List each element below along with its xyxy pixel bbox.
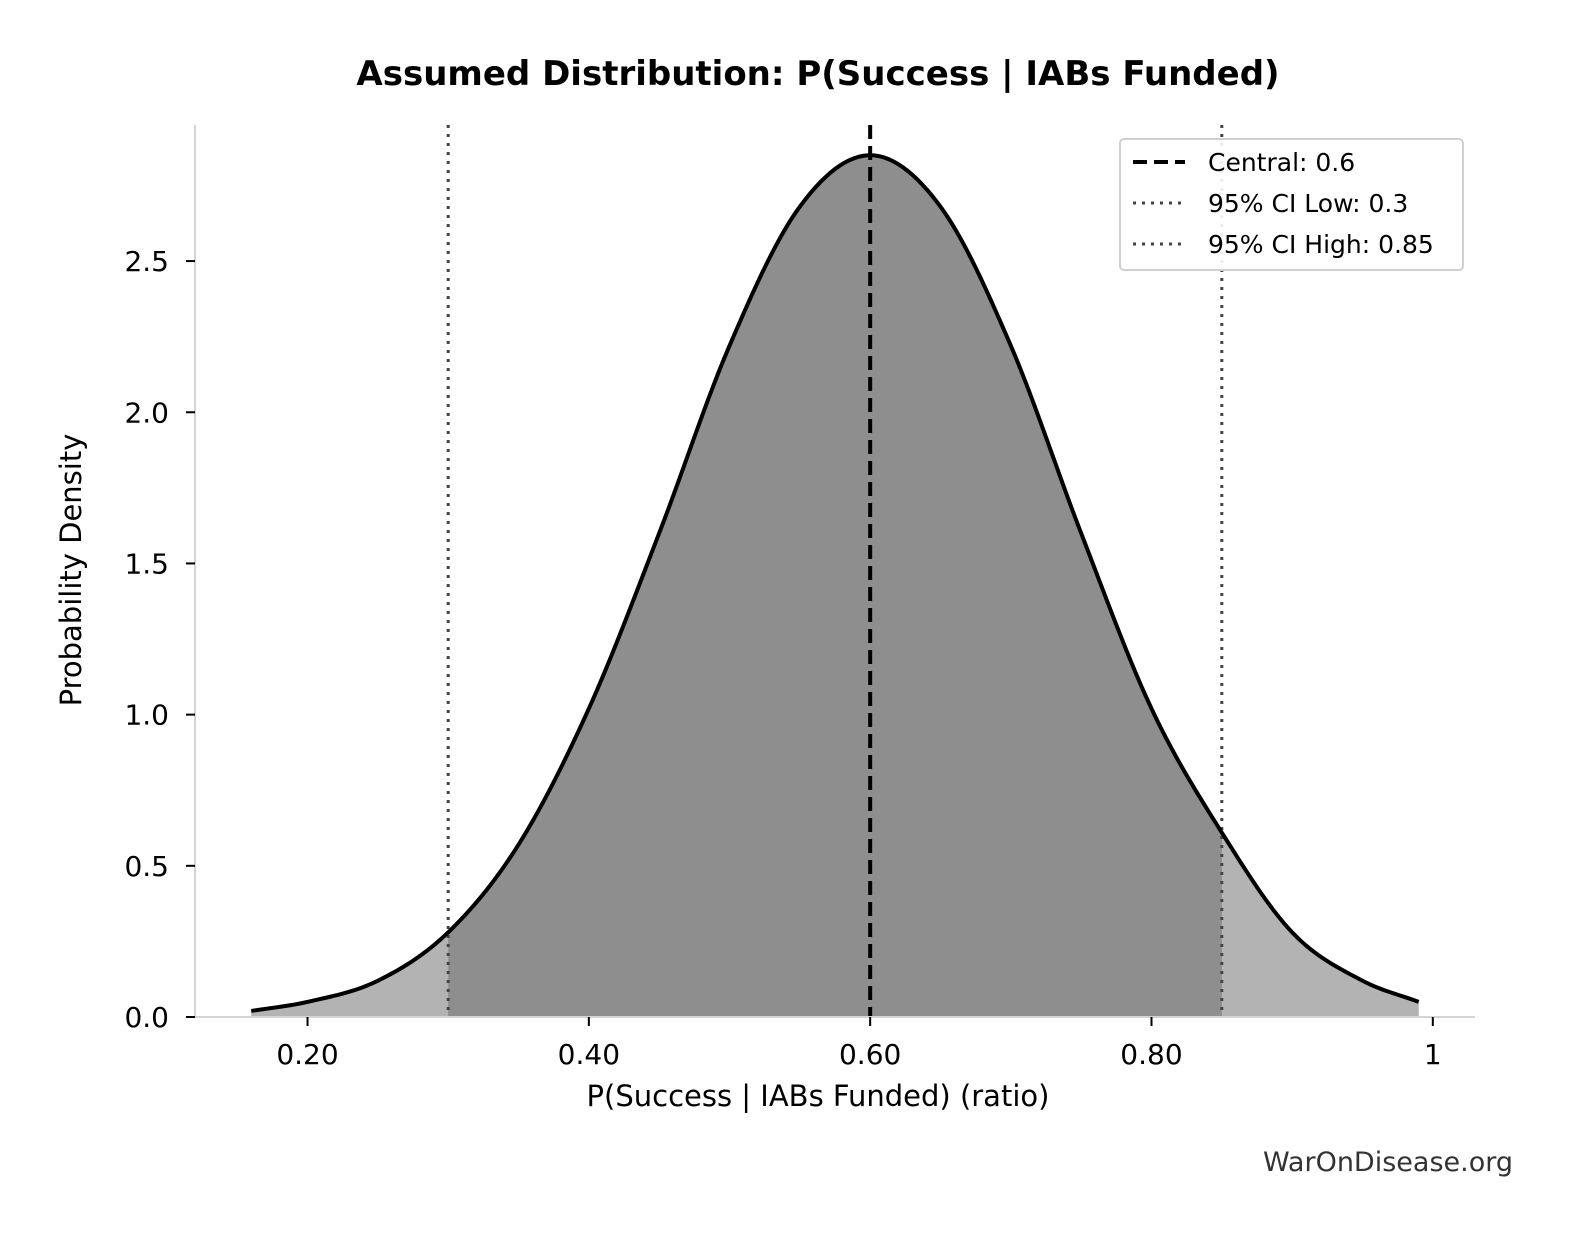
y-tick-label: 2.0 xyxy=(124,396,169,429)
x-tick-label: 1 xyxy=(1424,1038,1442,1071)
x-tick-label: 0.40 xyxy=(558,1038,620,1071)
density-area-ci xyxy=(448,155,1222,1017)
density-curve xyxy=(250,153,1420,1013)
y-ticks: 0.0 0.5 1.0 1.5 2.0 2.5 xyxy=(124,245,195,1034)
y-tick-label: 1.5 xyxy=(124,547,169,580)
watermark: WarOnDisease.org xyxy=(1262,1147,1513,1178)
y-tick-label: 2.5 xyxy=(124,245,169,278)
x-ticks: 0.20 0.40 0.60 0.80 1 xyxy=(276,1017,1442,1071)
legend: Central: 0.6 95% CI Low: 0.3 95% CI High: … xyxy=(1119,138,1464,271)
legend-items: Central: 0.6 95% CI Low: 0.3 95% CI High: … xyxy=(1133,148,1434,259)
legend-label-1: 95% CI Low: 0.3 xyxy=(1208,189,1408,218)
legend-label-2: 95% CI High: 0.85 xyxy=(1208,230,1434,259)
plot-area xyxy=(250,125,1420,1017)
legend-box xyxy=(1119,138,1464,271)
x-axis-label: P(Success | IABs Funded) (ratio) xyxy=(587,1079,1050,1113)
y-tick-label: 1.0 xyxy=(124,699,169,732)
chart-title: Assumed Distribution: P(Success | IABs F… xyxy=(356,54,1279,94)
y-axis-label: Probability Density xyxy=(54,434,88,707)
x-tick-label: 0.80 xyxy=(1120,1038,1182,1071)
y-tick-label: 0.5 xyxy=(124,850,169,883)
y-tick-label: 0.0 xyxy=(124,1001,169,1034)
x-tick-label: 0.60 xyxy=(839,1038,901,1071)
reference-lines xyxy=(446,125,1224,1017)
axes: 0.20 0.40 0.60 0.80 1 0.0 0.5 1.0 1.5 2.0 2.5 xyxy=(124,125,1475,1071)
x-tick-label: 0.20 xyxy=(276,1038,338,1071)
legend-label-0: Central: 0.6 xyxy=(1208,148,1355,177)
